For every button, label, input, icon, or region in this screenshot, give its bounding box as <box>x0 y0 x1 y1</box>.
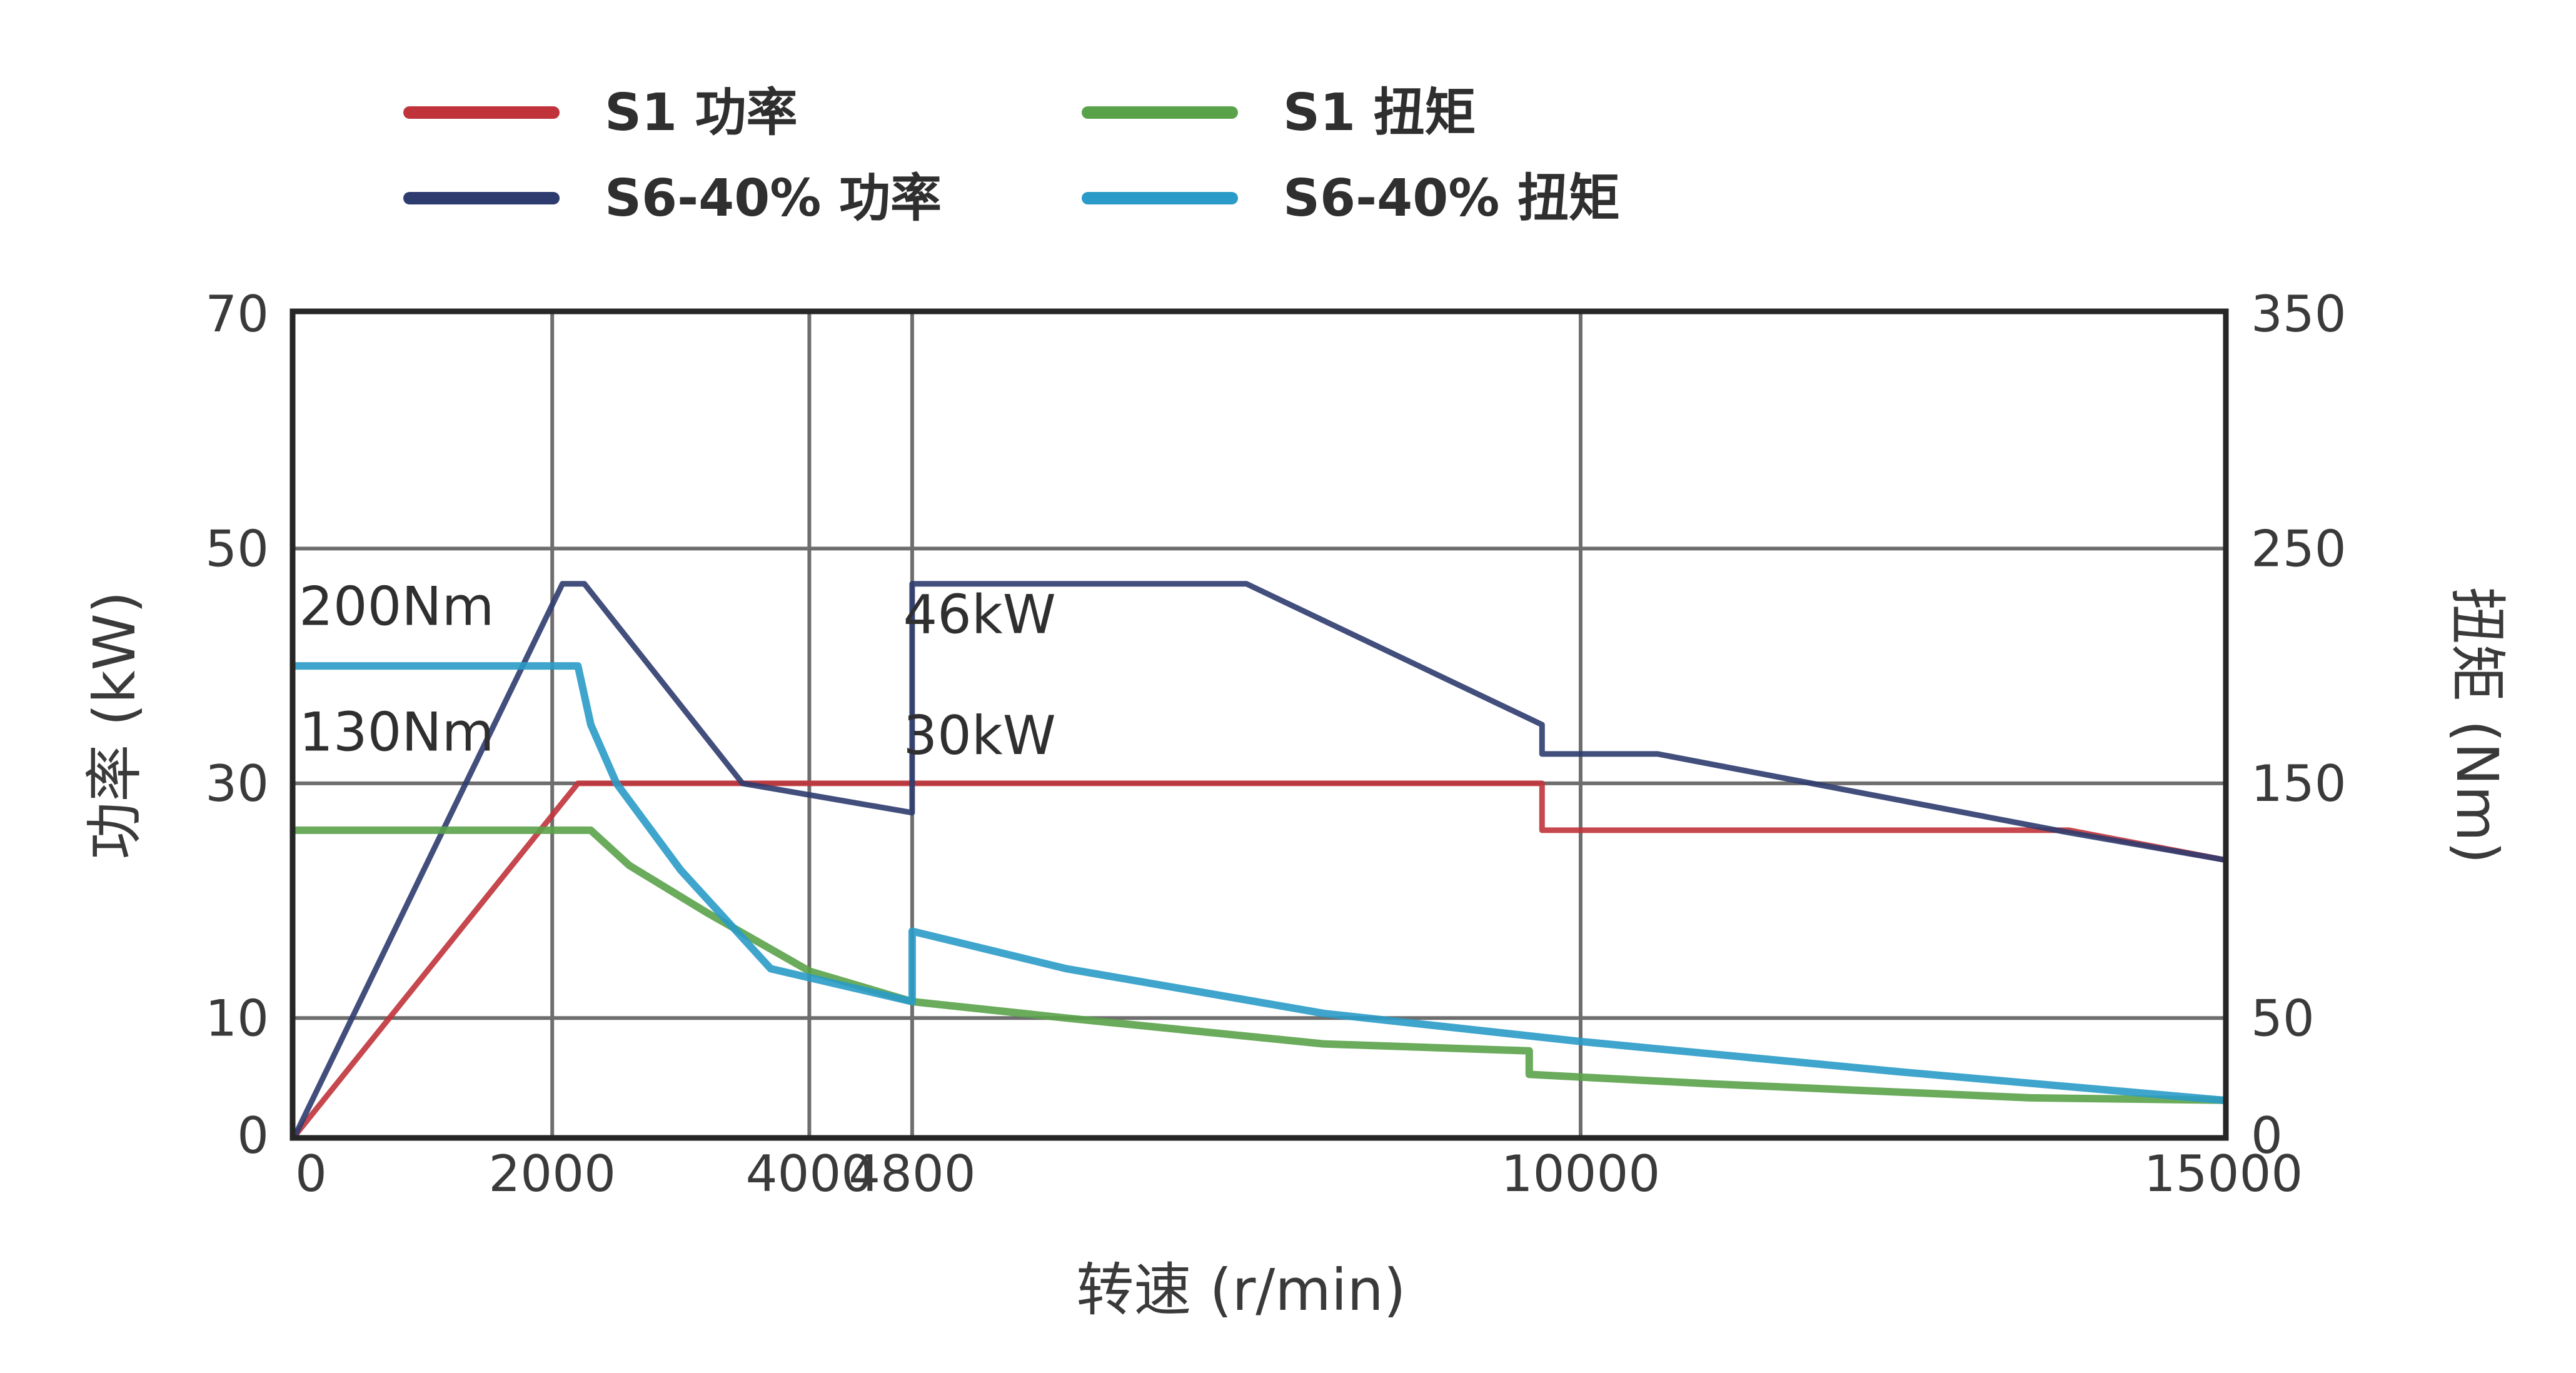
y-left-tick-label: 50 <box>205 520 269 578</box>
x-tick-label: 2000 <box>488 1145 616 1203</box>
y-axis-left-title: 功率 (kW) <box>81 591 148 859</box>
legend-label-2: S1 扭矩 <box>1283 83 1476 143</box>
x-tick-label: 4000 <box>746 1145 873 1203</box>
legend: S1 功率 S1 扭矩 S6-40% 功率 S6-40% 扭矩 <box>403 83 1620 228</box>
y-left-tick-label: 30 <box>205 755 269 813</box>
y-right-tick-label: 150 <box>2251 755 2347 813</box>
y-left-tick-label: 0 <box>237 1107 269 1165</box>
series-line-3 <box>291 662 2227 1104</box>
series-line-2 <box>291 826 2227 1104</box>
gridlines <box>295 314 2223 1135</box>
legend-label-0: S1 功率 <box>605 83 798 143</box>
annotations: 200Nm 130Nm 46kW 30kW <box>299 575 1056 767</box>
legend-label-3: S6-40% 扭矩 <box>1283 169 1620 228</box>
series-line-1 <box>292 581 2226 1139</box>
x-tick-label: 10000 <box>1501 1145 1661 1203</box>
plot-frame <box>289 308 2229 1141</box>
y-right-tick-label: 0 <box>2251 1107 2283 1165</box>
annotation-1: 130Nm <box>299 701 494 763</box>
annotation-0: 200Nm <box>299 575 494 638</box>
y-left-tick-label: 10 <box>205 989 269 1047</box>
y-right-tick-label: 250 <box>2251 520 2347 578</box>
x-tick-label: 4800 <box>848 1145 976 1203</box>
annotation-3: 30kW <box>903 705 1055 767</box>
y-right-tick-label: 50 <box>2251 989 2315 1047</box>
annotation-2: 46kW <box>903 584 1055 646</box>
series-line-0 <box>292 780 2226 1139</box>
series-lines <box>291 581 2227 1139</box>
legend-label-1: S6-40% 功率 <box>605 169 942 228</box>
x-tick-label: 15000 <box>2144 1145 2303 1203</box>
y-axis-right-title: 扭矩 (Nm) <box>2443 586 2510 863</box>
x-axis-title: 转速 (r/min) <box>1076 1257 1406 1324</box>
y-left-tick-label: 70 <box>205 285 269 343</box>
y-right-tick-label: 350 <box>2251 285 2347 343</box>
x-tick-label: 0 <box>295 1145 327 1203</box>
